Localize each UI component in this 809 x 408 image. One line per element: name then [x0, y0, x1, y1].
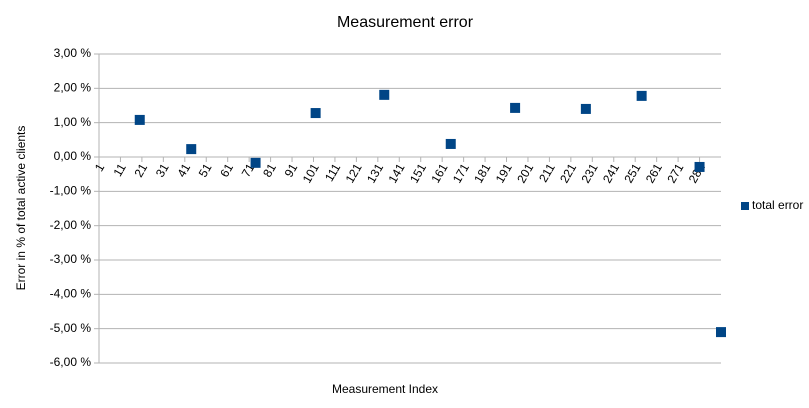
x-tick-label: 31	[153, 161, 172, 180]
x-tick-label: 211	[536, 161, 558, 185]
x-tick-label: 251	[621, 161, 643, 186]
x-tick-label: 81	[260, 161, 279, 180]
point	[379, 89, 390, 100]
legend-label: total error	[752, 198, 803, 212]
y-tick-label: -2,00 %	[50, 218, 92, 232]
y-tick-label: -6,00 %	[50, 355, 92, 369]
point	[445, 138, 456, 149]
y-tick-label: -1,00 %	[50, 184, 92, 198]
x-tick-label: 151	[407, 161, 429, 186]
point	[186, 144, 197, 155]
y-tick-label: -4,00 %	[50, 287, 92, 301]
point	[580, 103, 591, 114]
x-tick-label: 101	[300, 161, 322, 186]
y-tick-label: 2,00 %	[54, 81, 92, 95]
x-tick-label: 201	[514, 161, 536, 186]
point	[250, 157, 261, 168]
x-tick-label: 261	[643, 161, 665, 186]
y-tick-label: 0,00 %	[54, 149, 92, 163]
x-tick-label: 1	[92, 161, 108, 174]
point	[510, 102, 521, 113]
x-tick-label: 11	[110, 161, 129, 179]
x-tick-label: 61	[217, 161, 236, 180]
point	[134, 114, 145, 125]
point	[310, 108, 321, 119]
x-tick-label: 41	[174, 161, 193, 180]
y-tick-label: -3,00 %	[50, 252, 92, 266]
x-tick-label: 221	[557, 161, 579, 186]
point	[636, 90, 647, 101]
x-tick-label: 231	[579, 161, 601, 186]
chart-title: Measurement error	[337, 14, 474, 31]
x-tick-label: 181	[471, 161, 493, 186]
x-tick-label: 91	[282, 161, 301, 180]
x-tick-label: 241	[600, 161, 622, 186]
x-tick-label: 131	[364, 161, 386, 186]
point	[716, 327, 726, 338]
x-tick-label: 271	[664, 161, 686, 186]
x-tick-label: 21	[131, 161, 150, 180]
x-tick-label: 191	[493, 161, 515, 186]
x-tick-label: 171	[450, 161, 472, 186]
y-tick-label: -5,00 %	[50, 321, 92, 335]
x-tick-label: 141	[385, 161, 407, 186]
legend-marker	[741, 202, 749, 210]
x-tick-label: 111	[322, 161, 343, 184]
y-tick-label: 1,00 %	[54, 115, 92, 129]
y-tick-label: 3,00 %	[54, 46, 92, 60]
x-axis-label: Measurement Index	[332, 382, 438, 396]
x-tick-label: 121	[343, 161, 365, 186]
x-tick-label: 51	[196, 161, 215, 180]
x-tick-label: 161	[428, 161, 450, 186]
y-axis-label: Error in % of total active clients	[14, 126, 28, 291]
point	[694, 161, 705, 172]
